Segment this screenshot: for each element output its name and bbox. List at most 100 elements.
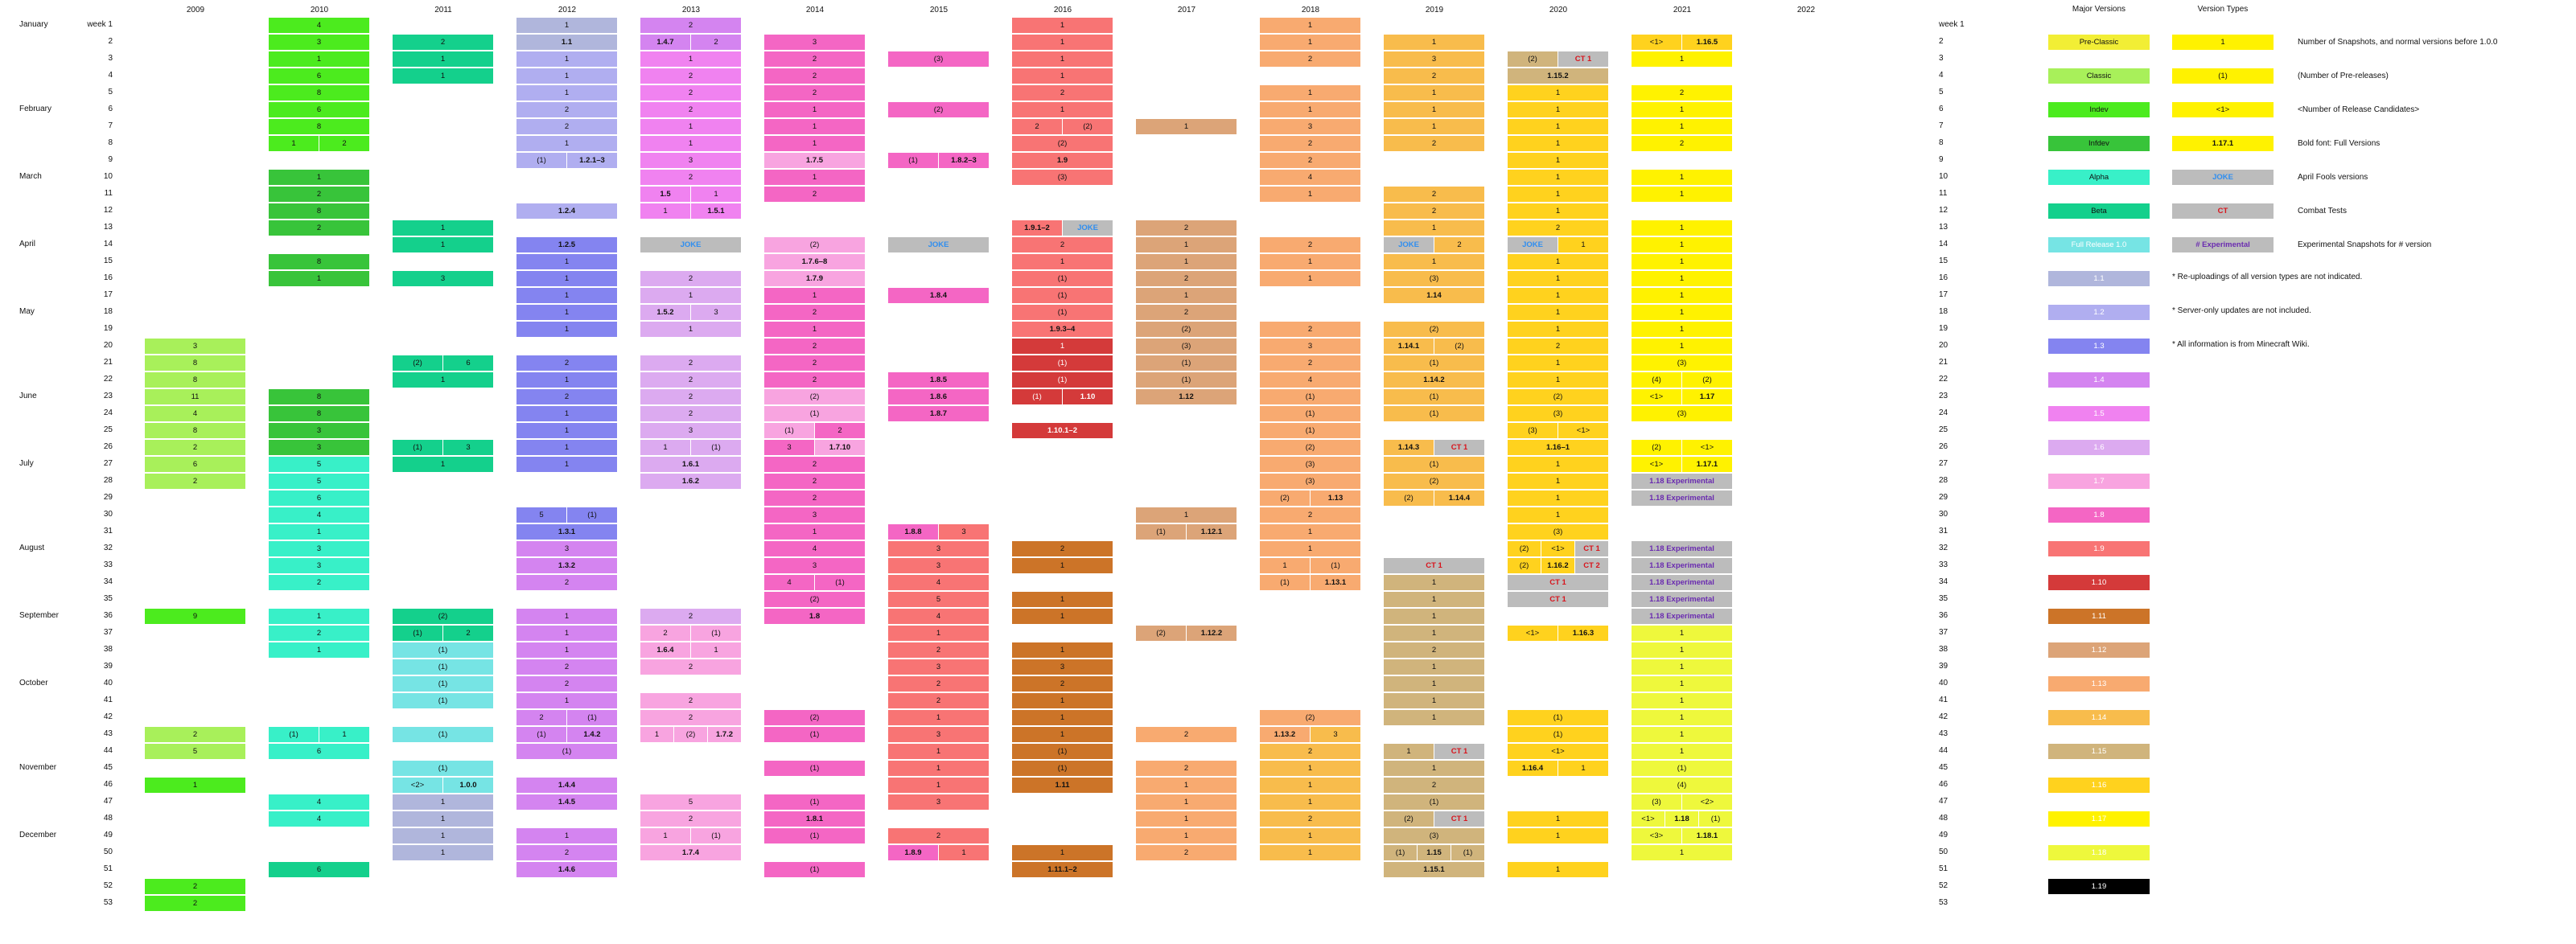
version-cell: 1 [516, 372, 618, 388]
legend-type-description: Combat Tests [2298, 207, 2347, 215]
week-number: 31 [1939, 527, 1948, 536]
version-cell: 3 1.7.10 [764, 440, 866, 455]
week-number: 13 [103, 223, 113, 232]
cell-segment: 1 [516, 626, 617, 641]
cell-segment: 3 [888, 558, 989, 573]
cell-segment: 1 [1136, 507, 1237, 523]
version-cell: (1) [1260, 406, 1361, 421]
cell-segment: 1 [1632, 254, 1732, 269]
version-cell: 2 [764, 187, 866, 202]
cell-segment: 1 [1260, 541, 1360, 556]
cell-segment: 2 [764, 355, 865, 371]
week-number: 19 [1939, 324, 1948, 333]
cell-segment: 2 [516, 119, 617, 134]
version-cell: (1) [1384, 355, 1485, 371]
version-cell: 1 [516, 305, 618, 320]
version-cell: 1 [1136, 254, 1237, 269]
version-cell: (2) [764, 592, 866, 607]
cell-segment: 1 [1012, 592, 1113, 607]
week-number: 34 [1939, 577, 1948, 586]
cell-segment: 1 [516, 642, 617, 658]
version-cell: 3 [1384, 51, 1485, 67]
version-cell: 1 [640, 51, 742, 67]
version-cell: (2) <1> [1632, 440, 1733, 455]
cell-segment: (1) [764, 406, 865, 421]
week-number: 10 [1939, 172, 1948, 181]
cell-segment: 1 [764, 322, 865, 337]
week-number: 33 [1939, 560, 1948, 569]
version-cell: 1 [1632, 237, 1733, 252]
cell-segment: 1.18 Experimental [1632, 474, 1732, 489]
year-header: 2019 [1425, 6, 1444, 14]
version-cell: 2 [1012, 676, 1113, 692]
version-cell: 3 [764, 35, 866, 50]
version-cell: 1 [1136, 828, 1237, 843]
version-cell: 1 1.5.1 [640, 203, 742, 219]
cell-segment: 6 [269, 102, 369, 117]
week-number: week 1 [87, 20, 113, 29]
cell-segment: 1 [1632, 271, 1732, 286]
cell-segment: <1> [1508, 744, 1608, 759]
legend-major-swatch: 1.2 [2048, 305, 2150, 320]
version-cell: 1 [393, 457, 494, 472]
cell-segment: 1 [269, 51, 369, 67]
version-cell: 1.16–1 [1508, 440, 1609, 455]
cell-segment: 1 [1508, 254, 1608, 269]
version-cell: 6 [269, 744, 370, 759]
version-cell: (1) 1.15 (1) [1384, 845, 1485, 860]
cell-segment: 5 [145, 744, 245, 759]
week-number: 41 [1939, 696, 1948, 704]
version-cell: 1.18 Experimental [1632, 592, 1733, 607]
version-cell: CT 1 [1508, 575, 1609, 590]
version-cell: (1) [764, 761, 866, 776]
cell-segment: 3 [888, 541, 989, 556]
legend-type-swatch: 1 [2172, 35, 2274, 50]
cell-segment: 1 [1136, 288, 1237, 303]
version-cell: 2 [1136, 271, 1237, 286]
cell-segment: 1 [1632, 220, 1732, 236]
cell-segment: 1 [1632, 710, 1732, 725]
version-cell: 1 CT 1 [1384, 744, 1485, 759]
month-label: November [19, 763, 57, 772]
cell-segment: 1 [1012, 558, 1113, 573]
version-cell: (1) [1012, 744, 1113, 759]
year-header: 2014 [805, 6, 825, 14]
cell-segment: (1) [1136, 524, 1186, 540]
cell-segment: 1.5 [640, 187, 690, 202]
cell-segment: 1 [764, 170, 865, 185]
cell-segment: 1 [1260, 187, 1360, 202]
cell-segment: (1) [1508, 710, 1608, 725]
cell-segment: 1.15.2 [1508, 68, 1608, 84]
cell-segment: (1) [1012, 355, 1113, 371]
cell-segment: (2) [764, 710, 865, 725]
cell-segment: 2 [269, 626, 369, 641]
cell-segment: 1 [1384, 626, 1484, 641]
version-cell: 8 [269, 406, 370, 421]
cell-segment: (1) [393, 676, 493, 692]
cell-segment: (4) [1632, 778, 1732, 793]
month-label: December [19, 831, 57, 839]
version-cell: 1 [1012, 592, 1113, 607]
version-cell: (1) 2 [764, 423, 866, 438]
version-cell: 1.4.5 [516, 794, 618, 810]
cell-segment: 2 [764, 187, 865, 202]
version-cell: 1 [1012, 609, 1113, 624]
version-cell: 1 [1508, 119, 1609, 134]
version-cell: (1) [764, 862, 866, 877]
version-cell: 1 [1508, 170, 1609, 185]
version-cell: 8 [269, 203, 370, 219]
cell-segment: 1 [1384, 575, 1484, 590]
legend-note: * Server-only updates are not included. [2172, 306, 2311, 315]
version-cell: (1) [1012, 288, 1113, 303]
cell-segment: 5 [640, 794, 741, 810]
cell-segment: (1) [1384, 457, 1484, 472]
cell-segment: (2) [393, 355, 442, 371]
version-cell: 1 [888, 778, 990, 793]
version-cell: 1.5.2 3 [640, 305, 742, 320]
version-cell: (1) [1384, 389, 1485, 404]
cell-segment: 1 [640, 136, 741, 151]
version-cell: <1> 1.17.1 [1632, 457, 1733, 472]
version-cell: (1) [1384, 794, 1485, 810]
version-cell: 1.6.1 [640, 457, 742, 472]
cell-segment: 1 [1632, 187, 1732, 202]
